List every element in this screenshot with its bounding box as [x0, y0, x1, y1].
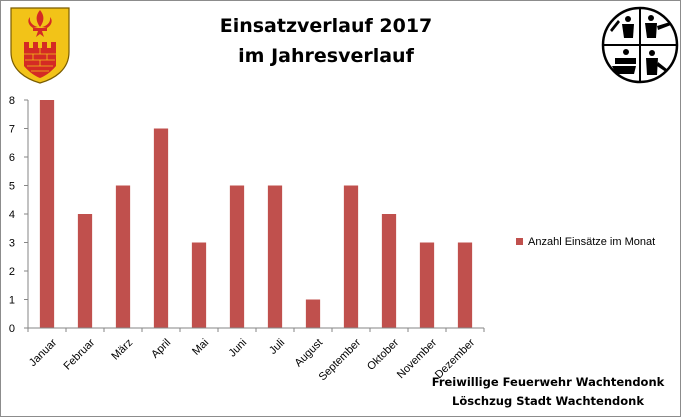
x-tick-label: März	[109, 337, 135, 363]
coat-of-arms-icon	[10, 7, 70, 84]
y-tick-label: 6	[9, 152, 15, 164]
legend: Anzahl Einsätze im Monat	[516, 236, 655, 248]
y-tick-label: 8	[9, 95, 15, 107]
fire-brigade-emblem-icon	[601, 6, 679, 84]
x-tick-label: Februar	[61, 337, 97, 373]
bar-mai	[191, 242, 207, 328]
bar-februar	[77, 214, 93, 328]
bar-märz	[115, 185, 131, 328]
x-tick-label: Oktober	[365, 336, 401, 372]
x-tick-label: August	[293, 337, 326, 370]
bar-april	[153, 128, 169, 328]
y-tick-label: 5	[9, 181, 15, 193]
legend-swatch	[516, 238, 523, 245]
x-tick-label: Juni	[226, 337, 249, 360]
bar-oktober	[381, 214, 397, 328]
footer-line-2: Löschzug Stadt Wachtendonk	[452, 394, 644, 408]
chart-title-line-1: Einsatzverlauf 2017	[220, 15, 433, 37]
y-axis-ticks: 0 1 2 3 4 5 6 7 8	[9, 95, 28, 335]
y-tick-label: 0	[9, 323, 15, 335]
bar-juli	[267, 185, 283, 328]
footer-line-1: Freiwillige Feuerwehr Wachtendonk	[432, 375, 665, 389]
x-tick-label: Juli	[267, 337, 287, 357]
bar-november	[419, 242, 435, 328]
chart-title-line-2: im Jahresverlauf	[238, 45, 414, 67]
legend-label: Anzahl Einsätze im Monat	[528, 236, 655, 248]
x-tick-label: Mai	[190, 337, 211, 358]
y-tick-label: 1	[9, 295, 15, 307]
bar-dezember	[457, 242, 473, 328]
x-tick-label: September	[317, 336, 364, 383]
bar-august	[305, 299, 321, 328]
x-tick-label: Januar	[27, 336, 60, 369]
bar-juni	[229, 185, 245, 328]
y-tick-label: 7	[9, 124, 15, 136]
y-tick-label: 2	[9, 266, 15, 278]
bar-series	[39, 100, 473, 328]
bar-september	[343, 185, 359, 328]
y-tick-label: 3	[9, 238, 15, 250]
x-tick-label: April	[149, 337, 173, 361]
x-axis-ticks: Januar Februar März April Mai Juni Juli AugustS…	[27, 328, 485, 383]
y-tick-label: 4	[9, 209, 15, 221]
bar-januar	[39, 100, 55, 328]
